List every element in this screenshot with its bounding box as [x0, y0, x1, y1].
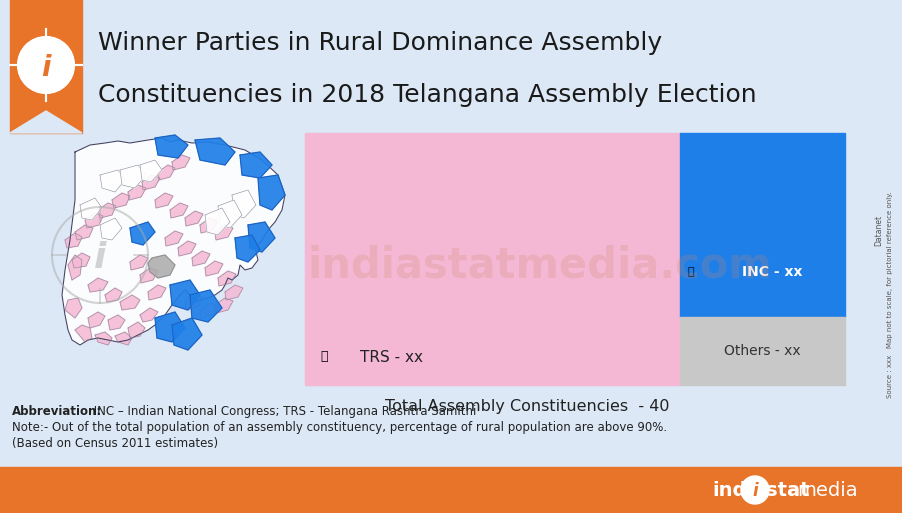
Text: Others - xx: Others - xx: [724, 344, 801, 358]
Polygon shape: [10, 111, 82, 133]
Polygon shape: [248, 222, 275, 252]
Polygon shape: [75, 325, 92, 342]
Polygon shape: [108, 315, 125, 330]
Polygon shape: [65, 233, 82, 248]
Polygon shape: [155, 193, 173, 208]
Polygon shape: [98, 203, 116, 218]
Bar: [305, 133, 680, 385]
Polygon shape: [100, 170, 125, 192]
Text: indiastat: indiastat: [713, 481, 810, 500]
Text: Note:- Out of the total population of an assembly constituency, percentage of ru: Note:- Out of the total population of an…: [12, 421, 667, 434]
Polygon shape: [128, 322, 145, 338]
Text: TRS - xx: TRS - xx: [360, 349, 423, 365]
Polygon shape: [185, 211, 203, 226]
Text: INC - xx: INC - xx: [742, 265, 803, 279]
Circle shape: [18, 37, 74, 93]
Polygon shape: [140, 308, 158, 322]
Polygon shape: [170, 203, 188, 218]
Bar: [680, 317, 845, 385]
Bar: [0, 467, 902, 513]
Polygon shape: [225, 285, 243, 300]
Polygon shape: [158, 165, 175, 180]
Text: 🏳: 🏳: [688, 267, 695, 277]
Polygon shape: [148, 255, 175, 278]
Polygon shape: [200, 218, 218, 233]
Polygon shape: [105, 288, 122, 302]
Bar: [680, 133, 845, 317]
Polygon shape: [88, 278, 108, 292]
Polygon shape: [120, 165, 146, 188]
Polygon shape: [190, 290, 222, 322]
Polygon shape: [88, 312, 105, 328]
Polygon shape: [195, 138, 235, 165]
Polygon shape: [128, 185, 146, 200]
Polygon shape: [62, 138, 285, 345]
Polygon shape: [148, 285, 166, 300]
Text: Datanet: Datanet: [875, 214, 883, 246]
Polygon shape: [215, 298, 233, 313]
Polygon shape: [172, 155, 190, 170]
Text: Winner Parties in Rural Dominance Assembly: Winner Parties in Rural Dominance Assemb…: [98, 31, 662, 55]
Text: indiastatmedia.com: indiastatmedia.com: [308, 244, 772, 286]
Bar: [10, 0, 82, 133]
Polygon shape: [218, 200, 242, 228]
Polygon shape: [72, 253, 90, 268]
Polygon shape: [205, 261, 223, 276]
Polygon shape: [185, 295, 203, 310]
Polygon shape: [100, 218, 122, 240]
Text: Constituencies in 2018 Telangana Assembly Election: Constituencies in 2018 Telangana Assembl…: [98, 83, 757, 107]
Polygon shape: [95, 332, 112, 345]
Text: Abbreviation:: Abbreviation:: [12, 405, 102, 418]
Polygon shape: [205, 208, 230, 235]
Polygon shape: [240, 152, 272, 178]
Polygon shape: [75, 225, 93, 240]
Polygon shape: [80, 198, 102, 220]
Polygon shape: [165, 231, 183, 246]
Polygon shape: [192, 251, 210, 266]
Polygon shape: [178, 241, 196, 256]
Polygon shape: [232, 190, 256, 218]
Text: i: i: [94, 241, 106, 275]
Polygon shape: [258, 175, 285, 210]
Polygon shape: [172, 318, 202, 350]
Polygon shape: [200, 303, 218, 318]
Text: (Based on Census 2011 estimates): (Based on Census 2011 estimates): [12, 437, 218, 450]
Polygon shape: [170, 280, 200, 310]
Text: Total Assembly Constituencies  - 40: Total Assembly Constituencies - 40: [385, 400, 669, 415]
Polygon shape: [235, 235, 260, 262]
Polygon shape: [215, 225, 233, 240]
Polygon shape: [85, 213, 103, 228]
Polygon shape: [155, 312, 185, 342]
Text: i: i: [752, 482, 758, 500]
Text: i: i: [41, 54, 51, 82]
Polygon shape: [120, 295, 140, 310]
Text: Source : xxx   Map not to scale, for pictorial reference only.: Source : xxx Map not to scale, for picto…: [887, 192, 893, 398]
Polygon shape: [68, 255, 82, 280]
Polygon shape: [142, 175, 160, 190]
Circle shape: [741, 476, 769, 504]
Text: media: media: [797, 481, 858, 500]
Polygon shape: [155, 135, 188, 158]
Polygon shape: [140, 160, 162, 182]
Polygon shape: [65, 298, 82, 318]
Polygon shape: [112, 193, 130, 208]
Polygon shape: [130, 222, 155, 245]
Polygon shape: [218, 271, 236, 286]
Polygon shape: [115, 332, 132, 345]
Text: INC – Indian National Congress; TRS - Telangana Rashtra Samithi: INC – Indian National Congress; TRS - Te…: [90, 405, 476, 418]
Polygon shape: [140, 268, 158, 283]
Text: 🚗: 🚗: [320, 350, 327, 364]
Polygon shape: [130, 255, 148, 270]
